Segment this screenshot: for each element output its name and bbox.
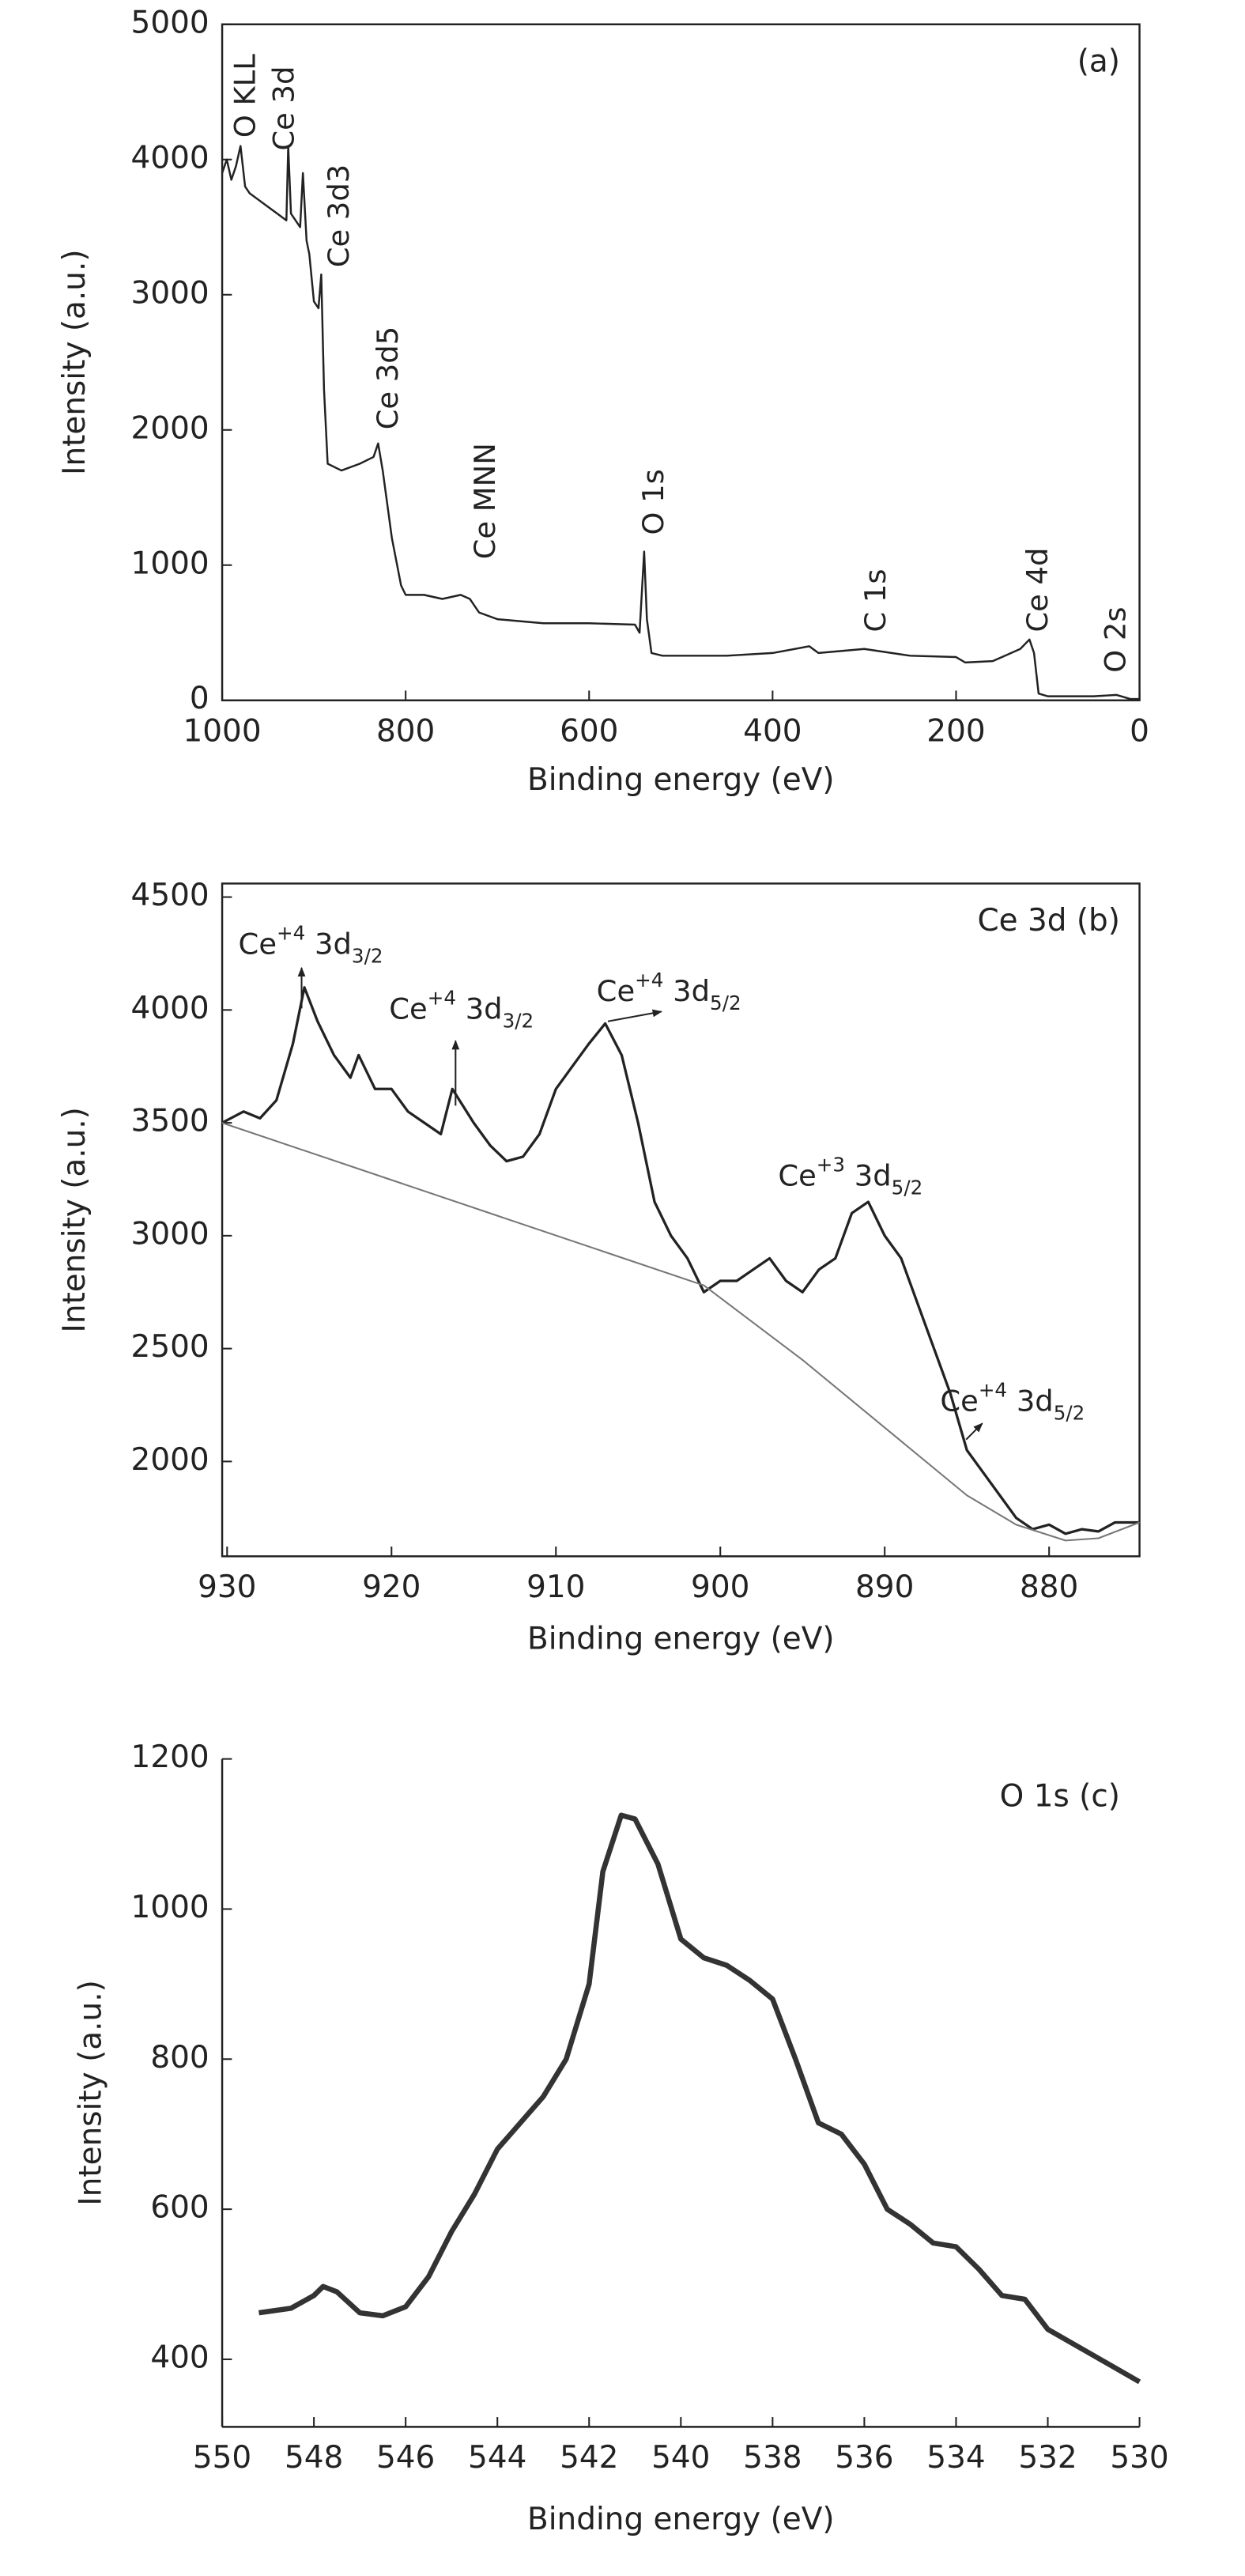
y-tick-label: 600 (150, 2190, 209, 2226)
element: Ce (778, 1158, 816, 1192)
x-tick-label: 600 (560, 713, 618, 749)
orbital: 3d (305, 927, 352, 961)
orbital: 3d (456, 991, 503, 1025)
x-tick-label: 800 (376, 713, 435, 749)
element: Ce (940, 1384, 978, 1418)
panel-label: Ce 3d (b) (977, 903, 1120, 939)
plot-frame (221, 882, 1141, 1558)
peak-label: Ce MNN (468, 443, 502, 559)
arrow (607, 1009, 662, 1022)
peak-label: O 1s (636, 469, 670, 534)
charge: +3 (817, 1153, 845, 1176)
spectrum-line (221, 145, 1140, 701)
peak-label: Ce 3d3 (322, 164, 356, 268)
peak-label: Ce 3d (267, 66, 301, 151)
peak-label: Ce+3 3d5/2 (778, 1153, 922, 1199)
y-tick-label: 1000 (131, 1890, 209, 1925)
x-tick-label: 930 (198, 1569, 256, 1605)
element: Ce (389, 991, 427, 1025)
x-tick-label: 544 (468, 2440, 526, 2476)
x-axis-label: Binding energy (eV) (527, 2502, 835, 2537)
plot-frame (221, 23, 1141, 701)
x-tick-label: 910 (526, 1569, 585, 1605)
y-tick-label: 5000 (131, 5, 209, 40)
x-tick-label: 534 (926, 2440, 985, 2476)
x-tick-label: 920 (362, 1569, 421, 1605)
y-tick-label: 4000 (131, 140, 209, 176)
peak-label: Ce+4 3d3/2 (239, 921, 383, 967)
x-tick-label: 0 (1130, 713, 1149, 749)
y-tick-label: 400 (150, 2340, 209, 2375)
charge: +4 (635, 968, 663, 991)
level: 5/2 (1054, 1401, 1085, 1424)
level: 3/2 (503, 1009, 534, 1032)
arrow (965, 1422, 983, 1441)
charge: +4 (428, 986, 456, 1009)
x-tick-label: 542 (560, 2440, 618, 2476)
x-tick-label: 1000 (183, 713, 262, 749)
y-tick-label: 2000 (131, 1442, 209, 1478)
charge: +4 (979, 1378, 1007, 1401)
x-tick-label: 548 (285, 2440, 343, 2476)
x-tick-label: 200 (926, 713, 985, 749)
peak-label: Ce 4d (1021, 548, 1054, 633)
y-tick-label: 800 (150, 2040, 209, 2076)
peak-label: Ce 3d5 (371, 327, 405, 430)
x-tick-label: 400 (743, 713, 802, 749)
y-tick-label: 1000 (131, 546, 209, 581)
x-tick-label: 550 (193, 2440, 251, 2476)
y-tick-label: 3000 (131, 275, 209, 311)
level: 3/2 (352, 944, 383, 967)
x-tick-label: 532 (1018, 2440, 1077, 2476)
orbital: 3d (845, 1158, 892, 1192)
orbital: 3d (663, 973, 710, 1007)
x-tick-label: 880 (1020, 1569, 1078, 1605)
peak-label: C 1s (858, 568, 892, 632)
x-tick-label: 546 (376, 2440, 435, 2476)
orbital: 3d (1007, 1384, 1054, 1418)
x-tick-label: 890 (855, 1569, 914, 1605)
panel-label: (a) (1077, 43, 1120, 79)
peak-label: Ce+4 3d5/2 (940, 1378, 1085, 1424)
peak-label: Ce+4 3d3/2 (389, 986, 534, 1032)
x-tick-label: 538 (743, 2440, 802, 2476)
x-tick-label: 536 (835, 2440, 893, 2476)
level: 5/2 (710, 991, 741, 1014)
element: Ce (597, 973, 635, 1007)
x-tick-label: 540 (651, 2440, 710, 2476)
level: 5/2 (892, 1176, 923, 1199)
x-tick-label: 530 (1110, 2440, 1168, 2476)
x-axis-label: Binding energy (eV) (527, 762, 835, 798)
y-tick-label: 2000 (131, 410, 209, 446)
y-tick-label: 4000 (131, 991, 209, 1026)
spectrum-line (258, 1812, 1141, 2385)
charge: +4 (277, 921, 305, 944)
y-axis-label: Intensity (a.u.) (57, 249, 92, 475)
y-tick-label: 0 (190, 681, 209, 716)
y-tick-label: 3000 (131, 1216, 209, 1252)
peak-label: O 2s (1098, 606, 1132, 672)
y-tick-label: 2500 (131, 1329, 209, 1365)
spectrum-line (221, 986, 1140, 1535)
spectrum-line (221, 1122, 1140, 1542)
y-axis-label: Intensity (a.u.) (74, 1980, 109, 2206)
peak-label: Ce+4 3d5/2 (597, 968, 741, 1014)
element: Ce (239, 927, 277, 961)
x-axis-label: Binding energy (eV) (527, 1621, 835, 1656)
y-tick-label: 3500 (131, 1104, 209, 1139)
peak-label: O KLL (228, 54, 262, 138)
y-tick-label: 1200 (131, 1739, 209, 1775)
y-tick-label: 4500 (131, 878, 209, 913)
x-tick-label: 900 (691, 1569, 749, 1605)
y-axis-label: Intensity (a.u.) (57, 1107, 92, 1333)
panel-label: O 1s (c) (1000, 1778, 1120, 1814)
